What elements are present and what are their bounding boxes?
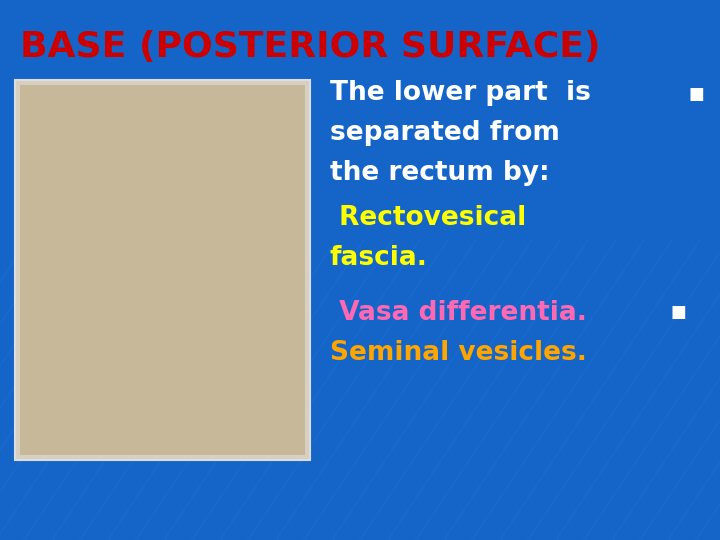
- Text: Seminal vesicles.: Seminal vesicles.: [330, 340, 587, 366]
- Text: fascia.: fascia.: [330, 245, 428, 271]
- Text: Rectovesical: Rectovesical: [330, 205, 526, 231]
- Bar: [15, 80, 310, 460]
- Text: separated from: separated from: [330, 120, 560, 146]
- Bar: [20, 85, 305, 455]
- Text: ■: ■: [688, 85, 703, 103]
- Text: The lower part  is: The lower part is: [330, 80, 609, 106]
- Text: Vasa differentia.: Vasa differentia.: [330, 300, 596, 326]
- Text: ■: ■: [670, 303, 685, 321]
- Text: BASE (POSTERIOR SURFACE): BASE (POSTERIOR SURFACE): [20, 30, 600, 64]
- Text: the rectum by:: the rectum by:: [330, 160, 549, 186]
